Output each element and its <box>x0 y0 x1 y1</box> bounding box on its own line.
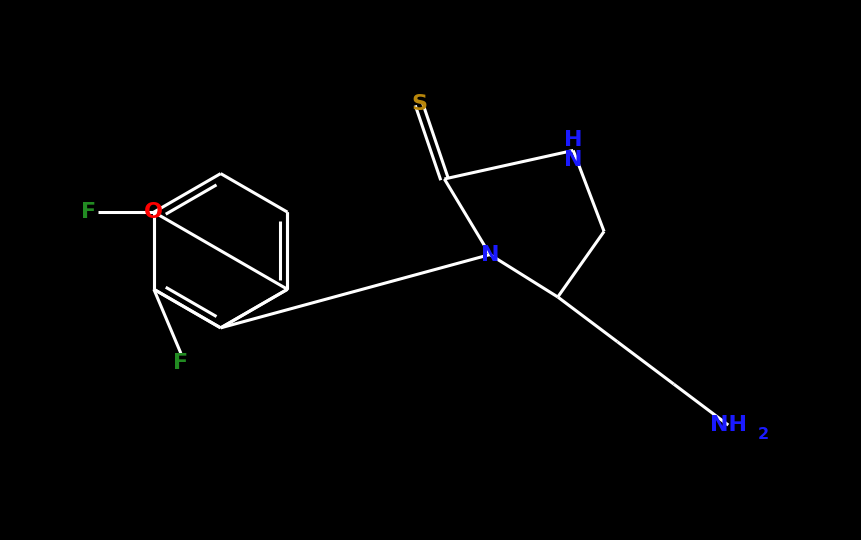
Text: 2: 2 <box>758 427 769 442</box>
Text: H: H <box>564 131 582 151</box>
Text: F: F <box>81 202 96 222</box>
Text: N: N <box>564 151 582 171</box>
Text: S: S <box>411 94 427 114</box>
Text: N: N <box>480 245 499 265</box>
Text: O: O <box>145 202 164 222</box>
Text: NH: NH <box>709 415 746 435</box>
Text: F: F <box>173 353 189 373</box>
